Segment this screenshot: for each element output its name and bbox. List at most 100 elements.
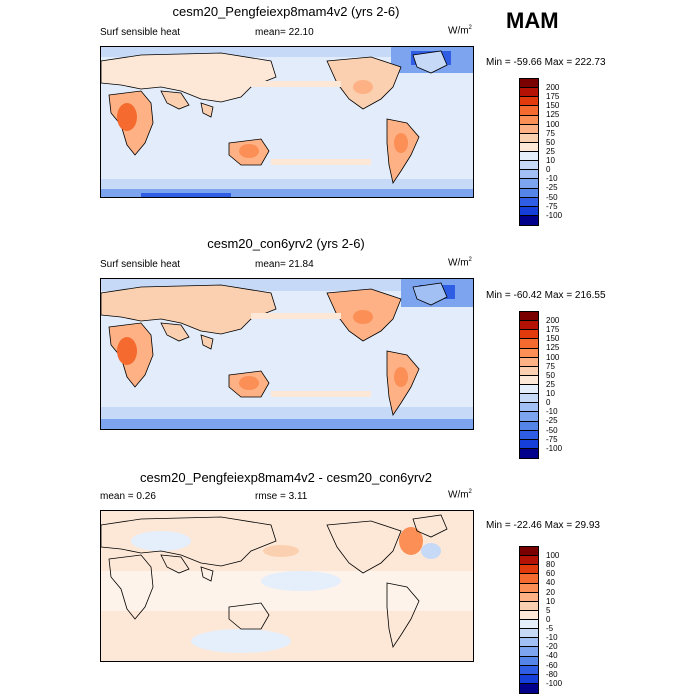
- colorbar-tick-label: 200: [546, 316, 560, 325]
- colorbar-tick-label: -100: [546, 678, 563, 688]
- colorbar-swatch: [520, 439, 538, 449]
- panel2-map: [100, 278, 474, 430]
- colorbar-tick-label: 100: [546, 352, 560, 362]
- colorbar-swatch: [520, 161, 538, 171]
- colorbar-tick-label: 10: [546, 596, 555, 606]
- colorbar-tick-label: -40: [546, 651, 558, 661]
- colorbar-tick-label: 200: [546, 83, 560, 92]
- panel3-minmax-label: Min = -22.46 Max = 29.93: [486, 520, 600, 531]
- panel3-mean-label: mean = 0.26: [100, 491, 156, 502]
- panel1-units-label: W/m2: [448, 25, 472, 37]
- colorbar-swatch: [520, 620, 538, 630]
- colorbar-swatch: [520, 547, 538, 557]
- colorbar-tick-label: -100: [546, 210, 563, 220]
- colorbar-swatch: [520, 142, 538, 152]
- colorbar-swatch: [520, 115, 538, 125]
- colorbar-tick-label: 10: [546, 156, 555, 165]
- colorbar-tick-label: -5: [546, 624, 554, 633]
- colorbar-swatch: [520, 357, 538, 367]
- colorbar-tick-label: -20: [546, 642, 558, 652]
- panel1-colorbar: [519, 78, 539, 226]
- colorbar-swatch: [520, 206, 538, 216]
- panel3-rmse-label: rmse = 3.11: [255, 491, 308, 502]
- colorbar-swatch: [520, 412, 538, 422]
- panel1-variable-label: Surf sensible heat: [100, 27, 181, 38]
- panel3-units-label: W/m2: [448, 489, 472, 501]
- colorbar-tick-label: 20: [546, 587, 555, 597]
- panel1-colorbar-labels: 200 175 150 125 100 75 50 25 10 0 -10 -25 -50 -75 -100: [546, 83, 562, 220]
- colorbar-swatch: [520, 674, 538, 684]
- colorbar-swatch: [520, 106, 538, 116]
- panel1-mean-label: mean= 22.10: [255, 27, 314, 38]
- colorbar-tick-label: 25: [546, 146, 555, 156]
- colorbar-swatch: [520, 330, 538, 340]
- colorbar-tick-label: -75: [546, 434, 558, 444]
- colorbar-tick-label: 150: [546, 334, 560, 344]
- colorbar-swatch: [520, 421, 538, 431]
- colorbar-swatch: [520, 339, 538, 349]
- panel3-map: [100, 510, 474, 662]
- colorbar-swatch: [520, 574, 538, 584]
- colorbar-swatch: [520, 665, 538, 675]
- colorbar-tick-label: -60: [546, 660, 558, 670]
- colorbar-tick-label: 125: [546, 343, 560, 353]
- colorbar-tick-label: 25: [546, 379, 555, 389]
- colorbar-tick-label: 10: [546, 389, 555, 398]
- panel2-variable-label: Surf sensible heat: [100, 259, 181, 270]
- colorbar-tick-label: 0: [546, 165, 551, 175]
- colorbar-tick-label: -80: [546, 669, 558, 679]
- colorbar-tick-label: 80: [546, 560, 555, 570]
- colorbar-swatch: [520, 152, 538, 162]
- colorbar-swatch: [520, 133, 538, 143]
- colorbar-tick-label: 100: [546, 551, 560, 560]
- panel2-colorbar: [519, 311, 539, 459]
- colorbar-swatch: [520, 556, 538, 566]
- colorbar-tick-label: -10: [546, 174, 558, 184]
- colorbar-swatch: [520, 321, 538, 331]
- panel1-minmax-label: Min = -59.66 Max = 222.73: [486, 57, 606, 68]
- colorbar-swatch: [520, 583, 538, 593]
- colorbar-swatch: [520, 565, 538, 575]
- colorbar-swatch: [520, 348, 538, 358]
- colorbar-swatch: [520, 656, 538, 666]
- colorbar-swatch: [520, 124, 538, 134]
- panel3-colorbar-labels: 100 80 60 40 20 10 5 0 -5 -10 -20 -40 -60 -80 -100: [546, 551, 562, 688]
- colorbar-swatch: [520, 430, 538, 440]
- colorbar-swatch: [520, 394, 538, 404]
- colorbar-swatch: [520, 188, 538, 198]
- colorbar-tick-label: -10: [546, 407, 558, 417]
- panel1-title: cesm20_Pengfeiexp8mam4v2 (yrs 2-6): [172, 4, 400, 19]
- colorbar-swatch: [520, 312, 538, 322]
- colorbar-swatch: [520, 610, 538, 620]
- colorbar-tick-label: 40: [546, 578, 555, 588]
- season-title: MAM: [506, 8, 559, 33]
- colorbar-tick-label: -50: [546, 192, 558, 202]
- colorbar-tick-label: 125: [546, 110, 560, 120]
- panel3-title: cesm20_Pengfeiexp8mam4v2 - cesm20_con6yr…: [140, 470, 432, 485]
- colorbar-tick-label: -100: [546, 443, 563, 453]
- colorbar-swatch: [520, 179, 538, 189]
- colorbar-tick-label: 0: [546, 614, 551, 624]
- colorbar-swatch: [520, 215, 538, 225]
- colorbar-swatch: [520, 366, 538, 376]
- colorbar-swatch: [520, 403, 538, 413]
- colorbar-swatch: [520, 88, 538, 98]
- colorbar-tick-label: -25: [546, 416, 558, 426]
- panel2-units-label: W/m2: [448, 257, 472, 269]
- colorbar-tick-label: 100: [546, 119, 560, 129]
- colorbar-tick-label: -75: [546, 201, 558, 211]
- colorbar-tick-label: 50: [546, 370, 555, 380]
- colorbar-tick-label: 0: [546, 398, 551, 408]
- colorbar-swatch: [520, 97, 538, 107]
- panel2-minmax-label: Min = -60.42 Max = 216.55: [486, 290, 606, 301]
- colorbar-tick-label: 75: [546, 128, 555, 138]
- colorbar-tick-label: -10: [546, 633, 558, 643]
- colorbar-swatch: [520, 683, 538, 693]
- colorbar-swatch: [520, 170, 538, 180]
- colorbar-swatch: [520, 375, 538, 385]
- colorbar-swatch: [520, 448, 538, 458]
- colorbar-tick-label: -25: [546, 183, 558, 193]
- colorbar-tick-label: 5: [546, 605, 551, 615]
- colorbar-tick-label: -50: [546, 425, 558, 435]
- panel3-colorbar: [519, 546, 539, 694]
